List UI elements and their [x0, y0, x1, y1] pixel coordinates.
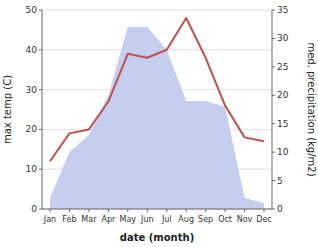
x-tick-label: Oct — [218, 215, 232, 224]
y2-axis-line — [272, 10, 273, 209]
y2-tick — [272, 10, 275, 11]
y-tick-label: 50 — [26, 5, 38, 15]
x-tick — [225, 209, 226, 212]
x-tick — [264, 209, 265, 212]
grid-line — [42, 10, 272, 11]
y2-tick-label: 10 — [277, 147, 289, 157]
y2-tick — [272, 180, 275, 181]
x-tick — [244, 209, 245, 212]
y2-tick-label: 5 — [277, 176, 283, 186]
grid-line — [42, 209, 272, 210]
x-tick-label: Apr — [101, 215, 116, 224]
x-tick-label: Mar — [81, 215, 97, 224]
y2-tick — [272, 38, 275, 39]
x-tick — [88, 209, 89, 212]
x-tick — [147, 209, 148, 212]
y2-tick — [272, 66, 275, 67]
x-axis-label: date (month) — [120, 232, 194, 243]
y2-tick-label: 0 — [277, 204, 283, 214]
y-tick — [39, 10, 42, 11]
x-tick-label: Dec — [256, 215, 271, 224]
y2-tick-label: 35 — [277, 5, 288, 15]
plot-area — [50, 18, 264, 209]
y-tick-label: 40 — [26, 45, 38, 55]
x-tick-label: Nov — [237, 215, 253, 224]
y-tick-label: 20 — [26, 124, 38, 134]
chart: 0 10 20 30 40 50 0 5 10 15 20 25 30 35 Jan Feb Mar Apr May… — [0, 0, 318, 247]
y2-tick-label: 20 — [277, 90, 289, 100]
temperature-line — [50, 18, 264, 161]
y-tick-label: 0 — [31, 204, 37, 214]
x-tick — [166, 209, 167, 212]
x-tick-label: Jan — [43, 215, 56, 224]
y-axis-label: max temp (C) — [2, 75, 13, 144]
y2-tick-label: 15 — [277, 119, 288, 129]
x-tick-label: Jul — [161, 215, 172, 224]
y2-tick — [272, 209, 275, 210]
x-tick — [205, 209, 206, 212]
x-tick — [50, 209, 51, 212]
y2-axis-label: med. precipitation (kg/m2) — [306, 42, 317, 176]
y-tick — [39, 89, 42, 90]
y2-tick — [272, 123, 275, 124]
x-tick-label: Aug — [178, 215, 194, 224]
y-tick-label: 30 — [26, 85, 38, 95]
y-tick — [39, 209, 42, 210]
x-tick-label: May — [120, 215, 137, 224]
x-tick — [69, 209, 70, 212]
x-tick — [108, 209, 109, 212]
y-tick — [39, 49, 42, 50]
x-tick — [186, 209, 187, 212]
y2-tick-label: 30 — [277, 33, 289, 43]
x-axis-line — [42, 209, 272, 210]
y2-tick-label: 25 — [277, 62, 288, 72]
x-tick-label: Jun — [140, 215, 154, 224]
y2-tick — [272, 152, 275, 153]
y-tick — [39, 129, 42, 130]
y2-tick — [272, 95, 275, 96]
x-tick-label: Sep — [198, 215, 213, 224]
y-axis-line — [42, 10, 43, 209]
x-tick-label: Feb — [62, 215, 76, 224]
y-tick — [39, 169, 42, 170]
x-tick — [127, 209, 128, 212]
y-tick-label: 10 — [26, 164, 38, 174]
